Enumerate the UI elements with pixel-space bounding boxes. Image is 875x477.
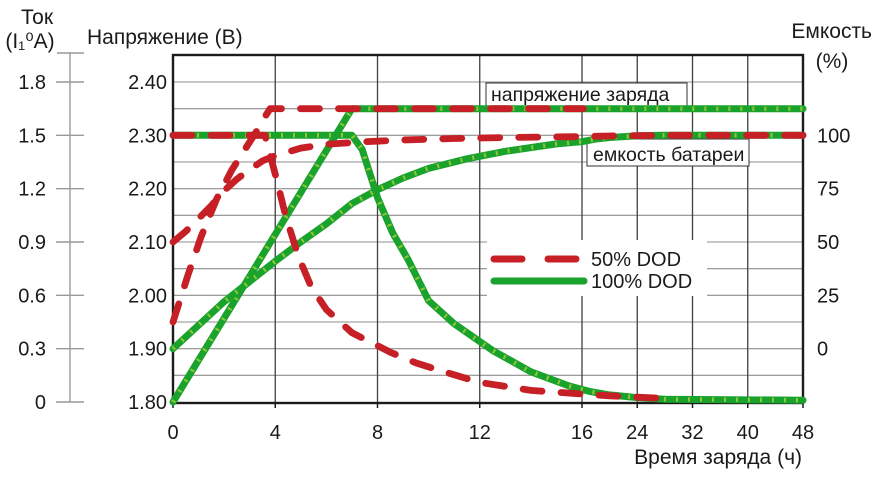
series-voltage-50DOD bbox=[169, 105, 587, 326]
current-tick-label: 1.2 bbox=[18, 179, 46, 201]
x-tick-label: 12 bbox=[469, 422, 491, 444]
annotation-voltage-label: напряжение заряда bbox=[491, 84, 670, 106]
voltage-tick-label: 2.10 bbox=[128, 232, 167, 254]
x-tick-label: 32 bbox=[681, 422, 703, 444]
voltage-axis-title: Напряжение (В) bbox=[87, 26, 243, 49]
capacity-axis-title: Емкость bbox=[791, 20, 872, 43]
current-tick-label: 0.6 bbox=[18, 285, 46, 307]
current-axis-units: (I₁⁰А) bbox=[5, 30, 54, 53]
voltage-tick-label: 2.00 bbox=[128, 285, 167, 307]
voltage-tick-label: 1.80 bbox=[128, 392, 167, 414]
voltage-tick-label: 2.30 bbox=[128, 125, 167, 147]
series-capacity-50DOD bbox=[169, 131, 807, 246]
voltage-tick-label: 2.40 bbox=[128, 72, 167, 94]
annotation-capacity-box bbox=[586, 138, 750, 167]
annotation-capacity: емкость батареи bbox=[586, 138, 750, 167]
x-tick-label: 4 bbox=[270, 422, 281, 444]
annotation-capacity-label: емкость батареи bbox=[593, 144, 744, 166]
x-tick-label: 16 bbox=[571, 422, 593, 444]
current-tick-label: 0 bbox=[35, 392, 46, 414]
legend-label-100dod: 100% DOD bbox=[591, 271, 692, 293]
capacity-tick-label: 75 bbox=[817, 179, 839, 201]
current-tick-label: 0.3 bbox=[18, 339, 46, 361]
voltage-tick-label: 1.90 bbox=[128, 339, 167, 361]
current-axis-title: Ток bbox=[21, 6, 54, 29]
current-tick-label: 0.9 bbox=[18, 232, 46, 254]
x-axis-title: Время заряда (ч) bbox=[634, 446, 802, 469]
legend-label-50dod: 50% DOD bbox=[591, 249, 681, 271]
chart-legend: 50% DOD 100% DOD bbox=[487, 240, 707, 296]
horizontal-gridlines bbox=[173, 81, 803, 376]
legend-background bbox=[487, 240, 707, 296]
x-tick-label: 48 bbox=[792, 422, 814, 444]
x-tick-label: 8 bbox=[372, 422, 383, 444]
capacity-tick-label: 50 bbox=[817, 232, 839, 254]
capacity-tick-label: 100 bbox=[817, 125, 850, 147]
series-current-100DOD bbox=[169, 131, 807, 404]
axis-tick-labels: 1.8 1.5 1.2 0.9 0.6 0.3 0 2.40 2.30 2.20 2.10 2.00 1… bbox=[18, 72, 850, 444]
x-tick-label: 40 bbox=[737, 422, 759, 444]
capacity-tick-label: 25 bbox=[817, 285, 839, 307]
plot-frame bbox=[171, 53, 805, 405]
annotation-voltage: напряжение заряда bbox=[485, 82, 688, 107]
x-tick-label: 0 bbox=[167, 422, 178, 444]
current-tick-label: 1.8 bbox=[18, 72, 46, 94]
current-tick-label: 1.5 bbox=[18, 125, 46, 147]
data-series-curves bbox=[169, 105, 807, 406]
x-tick-label: 24 bbox=[626, 422, 648, 444]
series-current-50DOD bbox=[169, 131, 669, 402]
current-axis bbox=[56, 52, 84, 403]
series-joint-marks bbox=[171, 133, 803, 351]
voltage-tick-label: 2.20 bbox=[128, 179, 167, 201]
capacity-tick-label: 0 bbox=[817, 339, 828, 361]
capacity-axis-units: (%) bbox=[816, 50, 849, 73]
